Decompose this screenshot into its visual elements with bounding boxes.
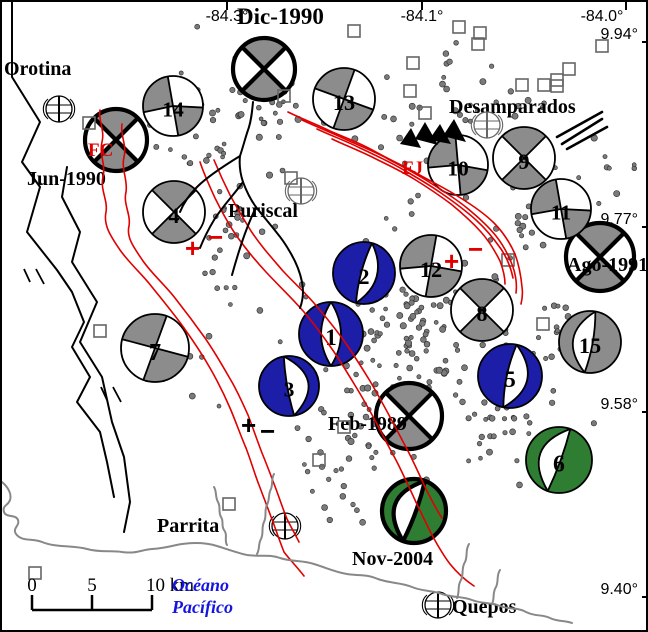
- svg-text:+: +: [241, 410, 256, 440]
- svg-text:Parrita: Parrita: [157, 515, 219, 537]
- svg-text:Ago-1991: Ago-1991: [567, 254, 648, 276]
- svg-text:7: 7: [149, 339, 161, 366]
- svg-text:12: 12: [420, 257, 442, 282]
- svg-text:+: +: [185, 233, 200, 263]
- svg-text:Feb-1989: Feb-1989: [328, 413, 407, 435]
- svg-text:-84.0°: -84.0°: [581, 8, 624, 25]
- svg-text:5: 5: [87, 575, 97, 596]
- svg-text:9.40°: 9.40°: [600, 581, 638, 598]
- svg-text:9: 9: [518, 149, 529, 174]
- svg-text:0: 0: [27, 575, 37, 596]
- svg-text:8: 8: [476, 301, 487, 326]
- svg-text:5: 5: [504, 367, 516, 392]
- svg-text:4: 4: [168, 203, 179, 228]
- svg-text:−: −: [468, 234, 483, 264]
- svg-text:13: 13: [333, 90, 355, 115]
- svg-text:2: 2: [358, 264, 369, 289]
- svg-text:Nov-2004: Nov-2004: [352, 548, 433, 570]
- svg-text:9.58°: 9.58°: [600, 396, 638, 413]
- svg-text:Océano: Océano: [172, 575, 229, 595]
- svg-text:10: 10: [447, 157, 469, 181]
- svg-text:Desamparados: Desamparados: [449, 96, 576, 118]
- svg-text:14: 14: [162, 98, 184, 122]
- svg-text:Pacífico: Pacífico: [171, 597, 233, 617]
- svg-text:15: 15: [579, 333, 601, 358]
- svg-text:−: −: [260, 416, 275, 446]
- svg-text:Orotina: Orotina: [4, 58, 71, 80]
- svg-text:Dic-1990: Dic-1990: [237, 4, 324, 29]
- svg-text:3: 3: [284, 378, 295, 402]
- svg-text:+: +: [444, 246, 459, 276]
- svg-text:11: 11: [551, 201, 571, 225]
- svg-text:6: 6: [553, 452, 565, 478]
- svg-text:-84.1°: -84.1°: [401, 8, 444, 25]
